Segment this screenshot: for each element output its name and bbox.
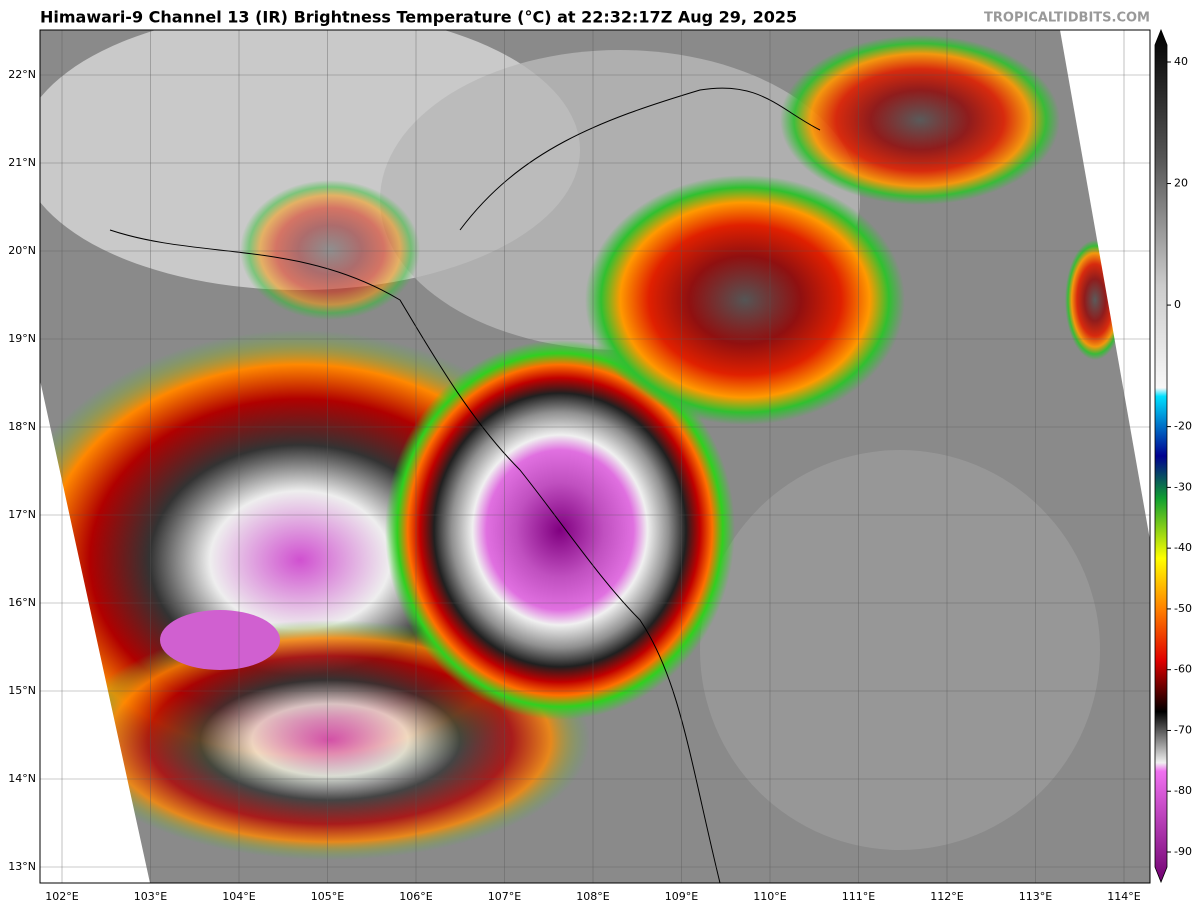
colorbar (1154, 28, 1168, 884)
colorbar-tick-label: -80 (1174, 784, 1192, 797)
map-frame (39, 29, 1151, 884)
lon-label: 102°E (45, 890, 78, 903)
lat-label: 22°N (8, 68, 36, 81)
lat-label: 19°N (8, 332, 36, 345)
colorbar-tick-label: -30 (1174, 480, 1192, 493)
lat-label: 21°N (8, 156, 36, 169)
lon-label: 110°E (753, 890, 786, 903)
lon-label: 114°E (1107, 890, 1140, 903)
lat-label: 14°N (8, 772, 36, 785)
lat-label: 15°N (8, 684, 36, 697)
lon-label: 103°E (134, 890, 167, 903)
lon-label: 112°E (930, 890, 963, 903)
lon-label: 104°E (222, 890, 255, 903)
lon-label: 108°E (576, 890, 609, 903)
colorbar-tick-label: 20 (1174, 177, 1188, 190)
colorbar-tick-label: -70 (1174, 723, 1192, 736)
lat-label: 16°N (8, 596, 36, 609)
lon-label: 107°E (488, 890, 521, 903)
colorbar-tick-label: -40 (1174, 541, 1192, 554)
lat-label: 17°N (8, 508, 36, 521)
lat-label: 20°N (8, 244, 36, 257)
colorbar-tick-label: 0 (1174, 298, 1181, 311)
lon-label: 109°E (665, 890, 698, 903)
lon-label: 111°E (842, 890, 875, 903)
colorbar-tick-label: -20 (1174, 420, 1192, 433)
colorbar-tick-label: 40 (1174, 55, 1188, 68)
title: Himawari-9 Channel 13 (IR) Brightness Te… (40, 8, 797, 27)
colorbar-tick-label: -50 (1174, 602, 1192, 615)
lat-label: 18°N (8, 420, 36, 433)
colorbar-tick-label: -60 (1174, 663, 1192, 676)
lon-label: 113°E (1019, 890, 1052, 903)
lon-label: 105°E (311, 890, 344, 903)
lon-label: 106°E (399, 890, 432, 903)
credit: TROPICALTIDBITS.COM (984, 11, 1150, 26)
colorbar-tick-label: -90 (1174, 845, 1192, 858)
satellite-image (40, 30, 1150, 883)
lat-label: 13°N (8, 860, 36, 873)
